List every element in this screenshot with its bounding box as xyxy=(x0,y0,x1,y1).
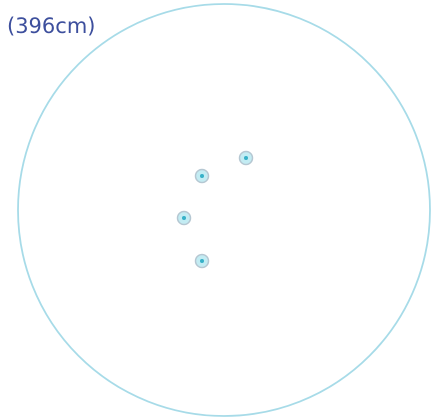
marker-center-dot xyxy=(200,259,204,263)
diameter-label: (396cm) xyxy=(7,14,96,38)
marker-center-dot xyxy=(182,216,186,220)
marker-center-dot xyxy=(244,156,248,160)
markers-layer xyxy=(176,150,254,269)
marker-3 xyxy=(176,210,192,226)
marker-2 xyxy=(194,168,210,184)
marker-1 xyxy=(238,150,254,166)
marker-center-dot xyxy=(200,174,204,178)
marker-4 xyxy=(194,253,210,269)
boundary-circle xyxy=(17,3,431,417)
